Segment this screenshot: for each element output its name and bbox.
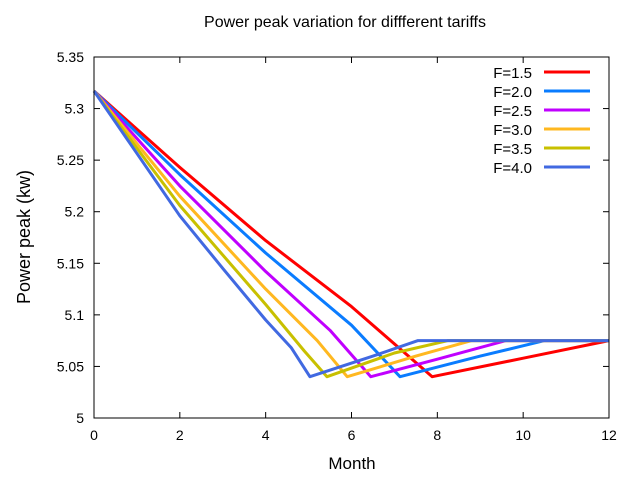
- legend-label: F=3.0: [493, 122, 532, 139]
- legend-label: F=3.5: [493, 141, 532, 158]
- plot-frame: [93, 56, 610, 419]
- legend-label: F=4.0: [493, 160, 532, 177]
- x-tick-label: 10: [515, 427, 531, 443]
- y-tick-label: 5.2: [65, 204, 85, 220]
- y-tick-label: 5.15: [57, 255, 84, 271]
- series-line-F=2.5: [92, 89, 609, 379]
- x-tick-label: 4: [262, 427, 270, 443]
- y-tick-label: 5: [76, 410, 84, 426]
- x-tick-label: 2: [176, 427, 184, 443]
- x-tick-label: 12: [601, 427, 617, 443]
- y-tick-label: 5.1: [65, 307, 85, 323]
- y-tick-label: 5.35: [57, 49, 84, 65]
- x-tick-label: 8: [433, 427, 441, 443]
- legend-label: F=2.5: [493, 103, 532, 120]
- series-line-F=3.0: [92, 90, 609, 379]
- legend-label: F=2.0: [493, 84, 532, 101]
- series-line-F=3.5: [92, 90, 609, 379]
- axes: 0 2 4 6 8 10 12 5 5.05 5.1 5.15 5.2 5.25 5.3 5.35: [57, 49, 617, 443]
- x-tick-label: 0: [90, 427, 98, 443]
- chart-title: Power peak variation for diffferent tari…: [204, 14, 486, 31]
- series-group: [92, 89, 610, 379]
- y-axis-label: Power peak (kw): [14, 170, 34, 304]
- series-line-F=4.0: [92, 90, 609, 379]
- y-tick-label: 5.05: [57, 358, 84, 374]
- series-line-F=2.0: [92, 89, 609, 379]
- legend: F=1.5 F=2.0 F=2.5 F=3.0 F=3.5 F=4.0: [493, 65, 590, 177]
- series-line-F=1.5: [93, 89, 610, 379]
- x-tick-label: 6: [348, 427, 356, 443]
- legend-label: F=1.5: [493, 65, 532, 82]
- y-tick-label: 5.25: [57, 152, 84, 168]
- x-axis-label: Month: [328, 454, 375, 473]
- y-tick-label: 5.3: [65, 101, 85, 117]
